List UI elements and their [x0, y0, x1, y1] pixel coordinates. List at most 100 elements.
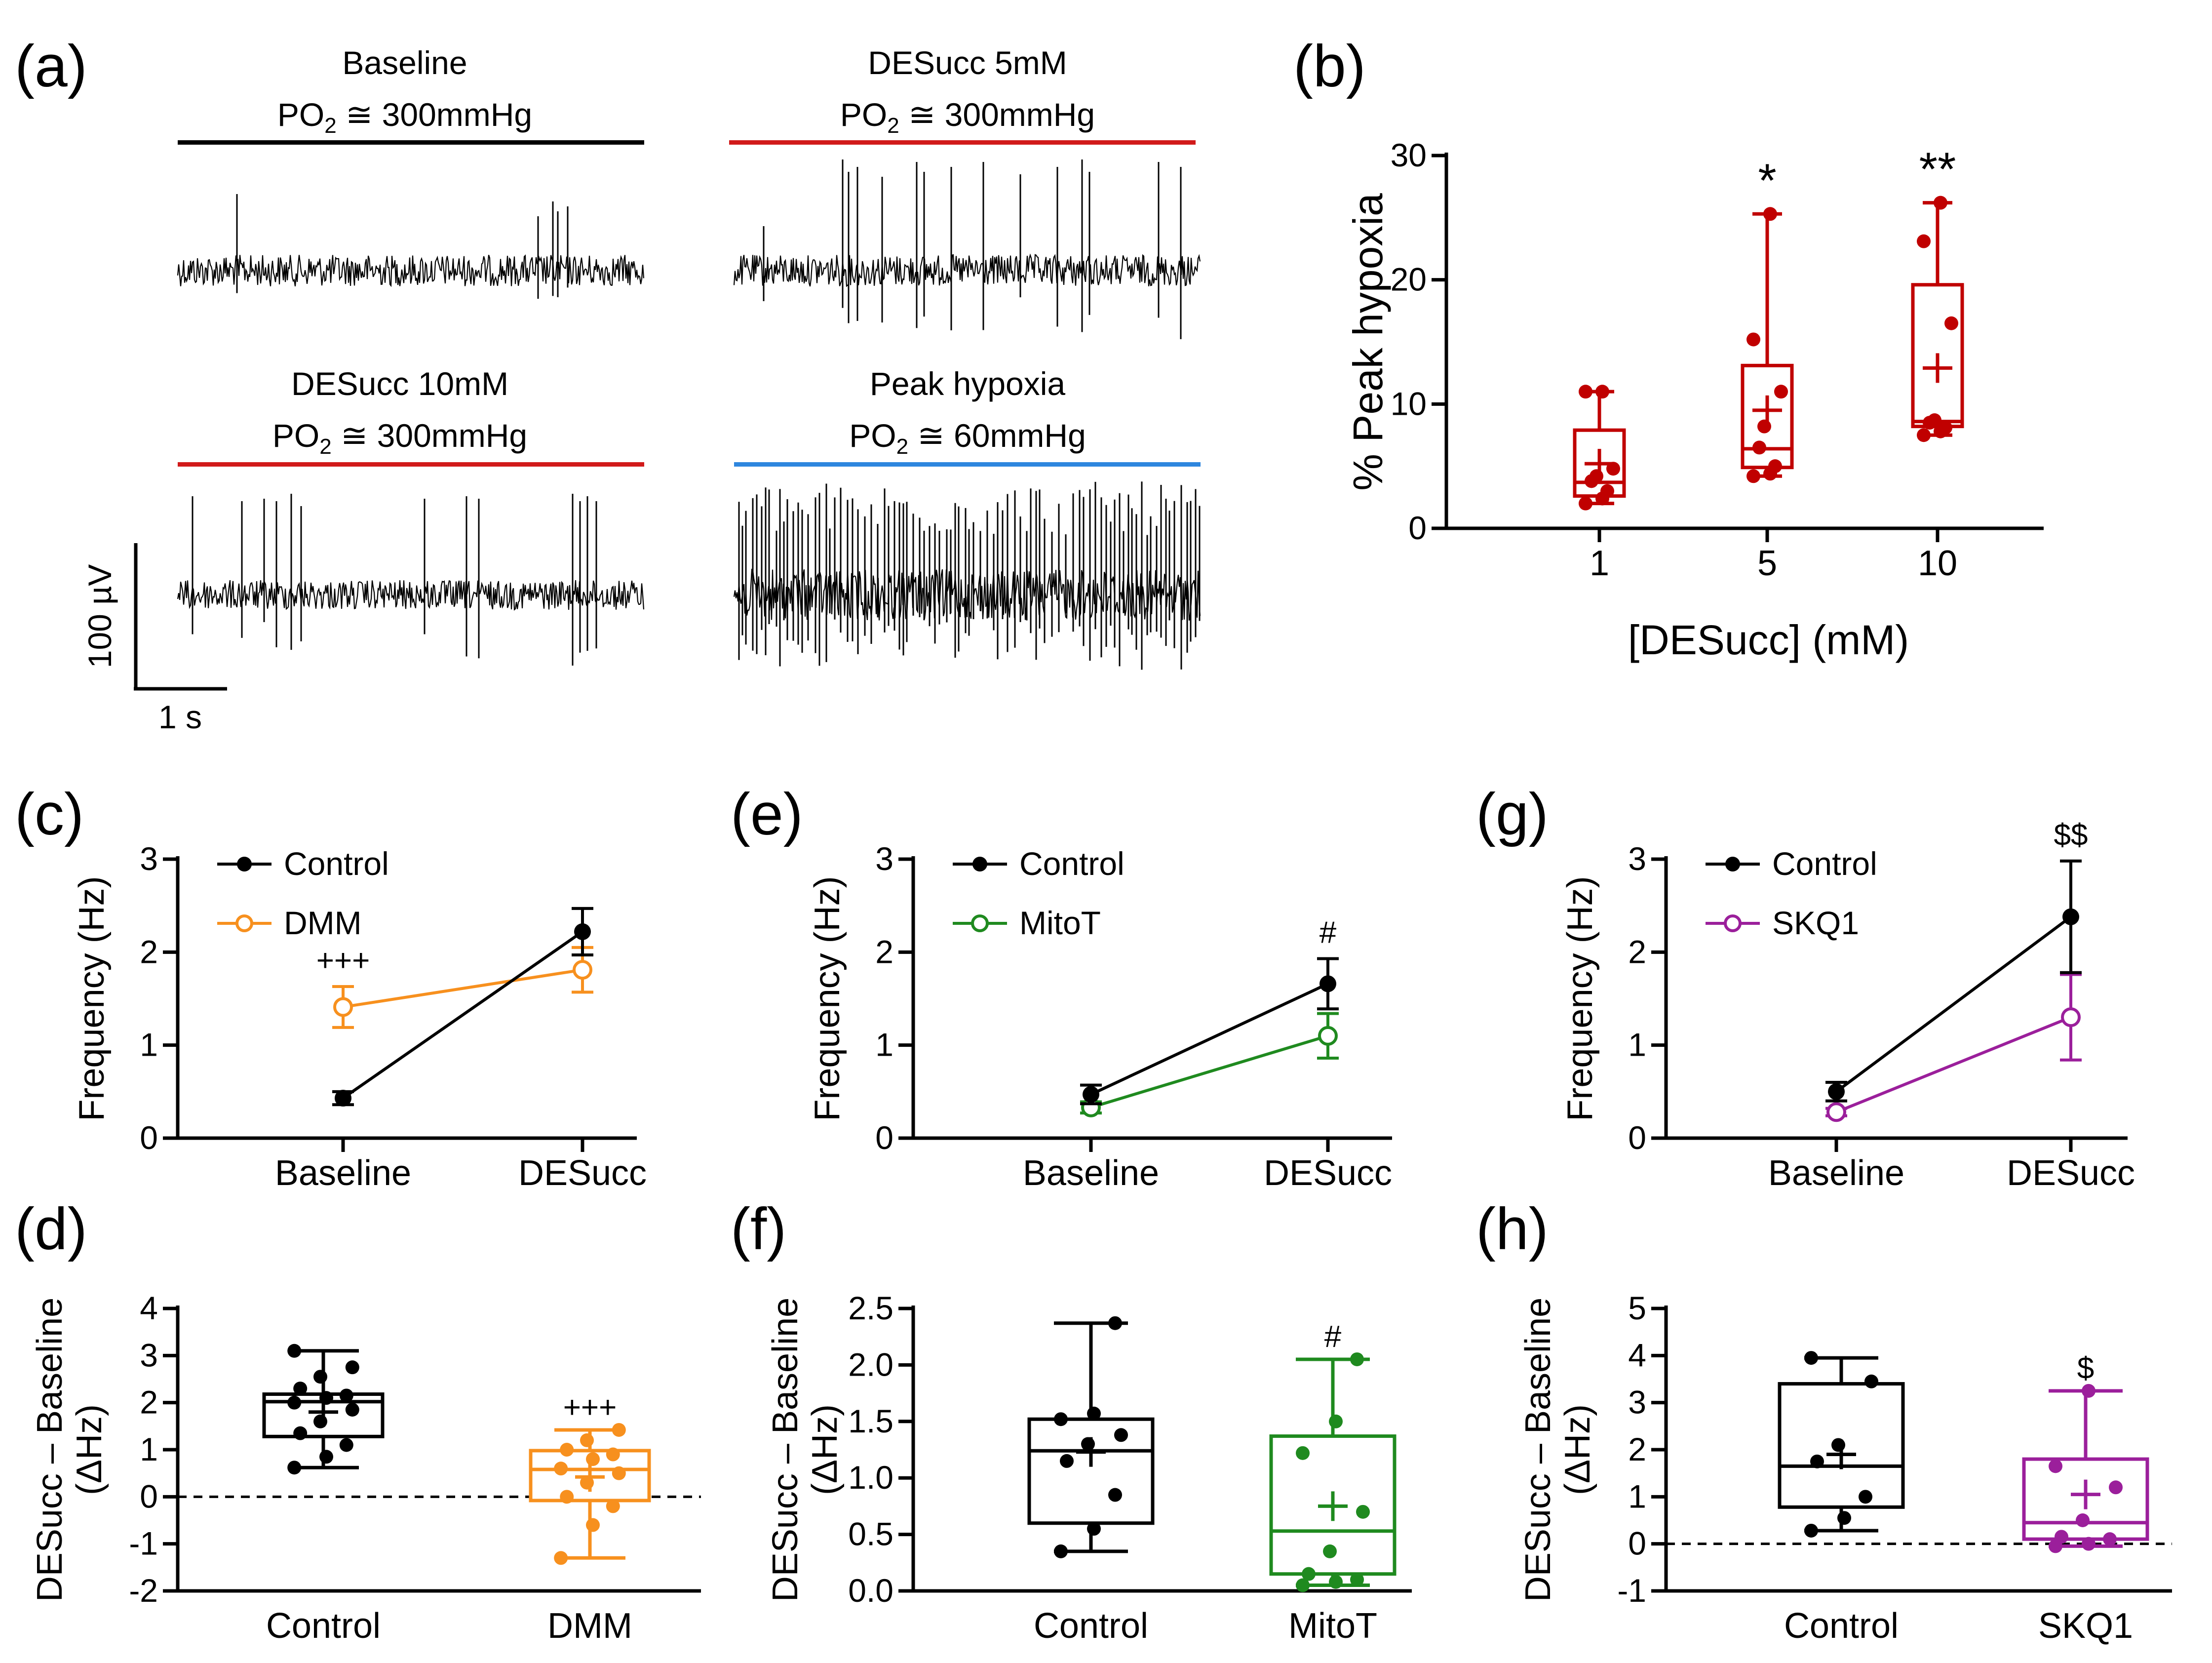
chart-panel-f: 0.0 0.5 1.0 1.5 2.0 2.5 Control MitoT # DESucc – …	[766, 1290, 1412, 1646]
data-point	[606, 1499, 620, 1513]
y-tick-label: 2	[140, 1384, 158, 1421]
legend-marker	[1724, 914, 1742, 932]
data-point	[560, 1490, 574, 1504]
x-tick-label: DMM	[547, 1606, 632, 1646]
legend-marker	[1725, 857, 1740, 871]
y-tick-label: 4	[140, 1290, 158, 1326]
data-point	[319, 1391, 333, 1405]
data-point	[580, 1433, 594, 1447]
y-axis-label: % Peak hypoxia	[1345, 193, 1391, 491]
y-tick-label: 0	[140, 1119, 158, 1156]
data-point	[1746, 332, 1760, 347]
y-tick-label: 2.0	[848, 1346, 893, 1383]
data-point	[1859, 1490, 1872, 1504]
data-point	[1114, 1428, 1128, 1442]
data-point	[293, 1426, 308, 1440]
y-tick-label: 0.0	[848, 1572, 893, 1609]
trace-moderate-activity	[177, 494, 645, 666]
data-point	[1083, 1086, 1099, 1103]
data-point	[612, 1423, 626, 1437]
x-tick-label: SKQ1	[2038, 1606, 2133, 1646]
x-tick-label: 10	[1918, 544, 1957, 583]
y-tick-label: 1	[140, 1431, 158, 1467]
data-point	[339, 1388, 353, 1403]
y-tick-label: 2	[875, 933, 893, 970]
data-point	[319, 1450, 333, 1464]
series-line	[1835, 1016, 2072, 1114]
data-point	[1864, 1374, 1878, 1388]
legend-label: Control	[1019, 845, 1125, 882]
significance-marker: $$	[2054, 818, 2088, 852]
y-tick-label: 3	[875, 840, 893, 877]
legend-marker	[237, 857, 252, 871]
y-axis-label: Frequency (Hz)	[72, 876, 112, 1121]
panel-label-f: (f)	[731, 1196, 786, 1262]
condition-bar	[178, 140, 644, 145]
data-point	[606, 1447, 620, 1462]
data-point	[554, 1551, 568, 1565]
y-tick-label: -1	[129, 1525, 158, 1562]
legend-item-mitot: MitoT	[953, 905, 1101, 941]
data-point	[1917, 234, 1931, 248]
scale-bar-vertical-label: 100 µV	[81, 564, 118, 669]
data-point	[612, 1466, 626, 1480]
box-dmm: DMM +++	[529, 1390, 651, 1646]
box-control: Control	[1027, 1316, 1155, 1646]
data-point	[1350, 1573, 1364, 1587]
y-tick-label: 0	[1628, 1525, 1646, 1562]
trace-title: DESucc 10mM	[291, 365, 508, 402]
data-point	[287, 1344, 302, 1358]
y-tick-label: 4	[1628, 1337, 1646, 1373]
data-point	[1302, 1567, 1316, 1581]
y-tick-label: 3	[1628, 1384, 1646, 1421]
y-tick-label: 2	[1628, 933, 1646, 970]
data-point	[1774, 385, 1788, 399]
data-point	[1944, 316, 1958, 330]
trace-title-desucc-10mm: DESucc 10mM PO2 ≅ 300mmHg	[178, 365, 644, 467]
y-tick-label: 0	[875, 1119, 893, 1156]
data-point	[1810, 1454, 1824, 1468]
significance-marker: #	[1324, 1320, 1342, 1354]
box-5: 5*	[1741, 154, 1794, 583]
box-skq1: SKQ1 $	[2022, 1351, 2149, 1646]
scale-bar-horizontal-label: 1 s	[158, 699, 202, 735]
x-tick-label: DESucc	[1264, 1153, 1392, 1193]
box-mitot: MitoT #	[1269, 1320, 1397, 1646]
legend-label: DMM	[284, 905, 362, 941]
data-point	[1087, 1522, 1101, 1536]
data-point	[1600, 484, 1614, 498]
significance-marker: +++	[563, 1390, 617, 1425]
legend-label: MitoT	[1019, 905, 1101, 941]
y-tick-label: 2	[1628, 1431, 1646, 1467]
legend-item-control: Control	[1706, 845, 1877, 882]
data-point	[287, 1395, 302, 1410]
data-point	[1831, 1438, 1845, 1452]
data-point	[1060, 1454, 1074, 1468]
x-tick-label: MitoT	[1288, 1606, 1377, 1646]
data-point	[345, 1402, 359, 1417]
x-tick-label: 1	[1590, 544, 1609, 583]
trace-subtitle: PO2 ≅ 300mmHg	[272, 417, 527, 459]
chart-panel-e: 0 1 2 3 Baseline DESucc # Control MitoT Frequency…	[808, 840, 1392, 1193]
data-point	[2103, 1532, 2117, 1546]
y-axis-label: Frequency (Hz)	[808, 876, 847, 1121]
panel-label-c: (c)	[15, 781, 84, 847]
y-axis-label-line1: DESucc – Baseline	[30, 1298, 70, 1602]
data-point	[1319, 975, 1336, 992]
noise-trace	[177, 580, 645, 611]
x-axis-label: [DESucc] (mM)	[1628, 617, 1909, 663]
y-tick-label: 0.5	[848, 1516, 893, 1552]
legend-marker	[235, 914, 253, 932]
data-point	[287, 1461, 302, 1475]
data-point	[1054, 1544, 1068, 1558]
legend-label: SKQ1	[1772, 905, 1859, 941]
significance-marker: #	[1319, 916, 1337, 950]
data-point	[586, 1518, 600, 1532]
data-point	[573, 960, 592, 980]
y-tick-label: 1.5	[848, 1403, 893, 1439]
panel-label-b: (b)	[1293, 33, 1366, 99]
trace-title-desucc-5mm: DESucc 5mM PO2 ≅ 300mmHg	[729, 44, 1196, 145]
box-control: Control	[262, 1344, 385, 1646]
chart-panel-d: -2 -1 0 1 2 3 4 Control DMM +++ DESucc – Baseline(…	[30, 1290, 701, 1646]
